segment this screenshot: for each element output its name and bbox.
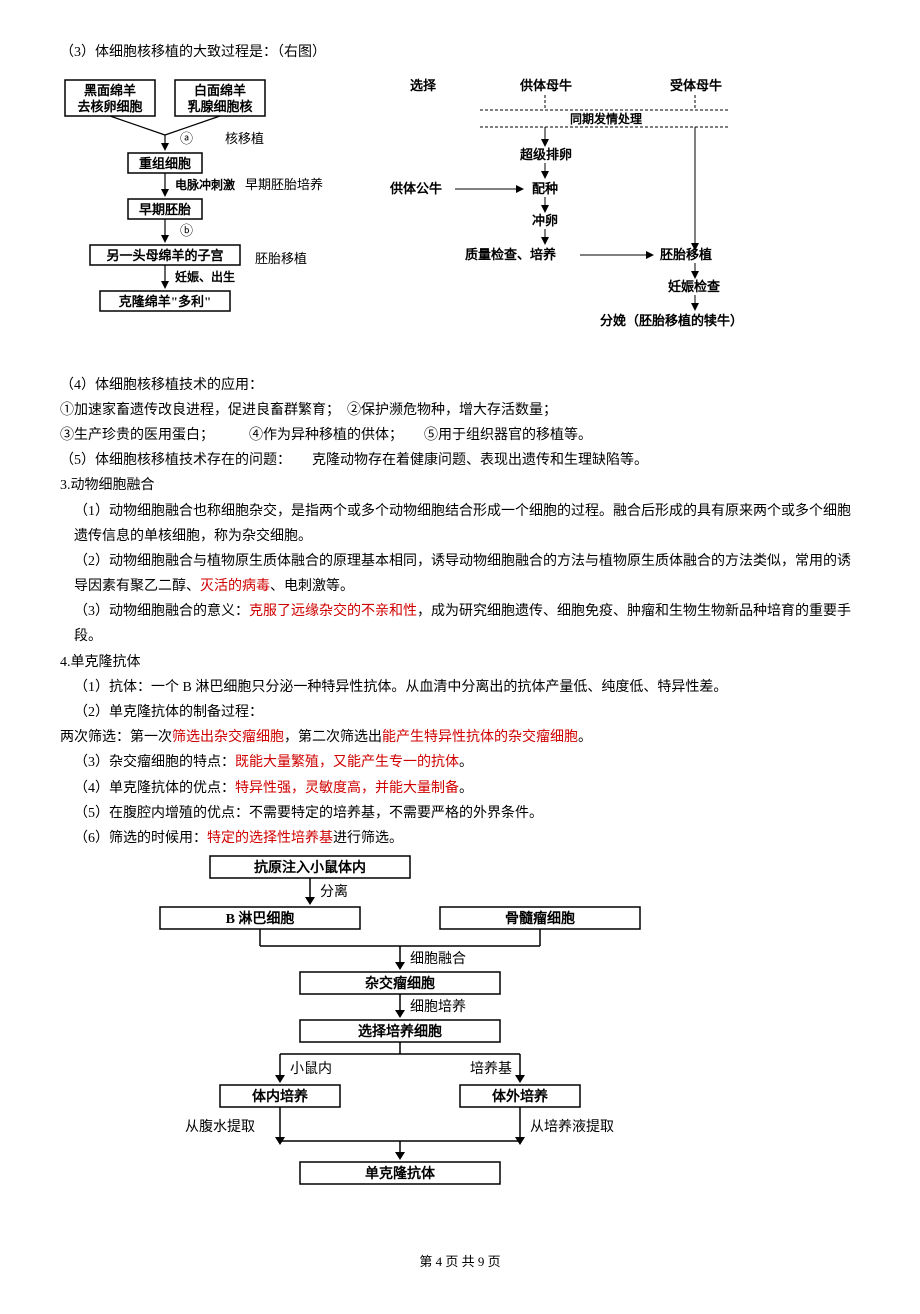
s3-3: （3）动物细胞融合的意义：克服了远缘杂交的不亲和性，成为研究细胞遗传、细胞免疫、… xyxy=(60,599,860,649)
svg-text:分离: 分离 xyxy=(320,883,348,900)
s4-2b: 两次筛选：第一次筛选出杂交瘤细胞，第二次筛选出能产生特异性抗体的杂交瘤细胞。 xyxy=(60,725,860,750)
s3-2: （2）动物细胞融合与植物原生质体融合的原理基本相同，诱导动物细胞融合的方法与植物… xyxy=(60,549,860,599)
p4-l1: ①加速家畜遗传改良进程，促进良畜群繁育； ②保护濒危物种，增大存活数量； xyxy=(60,398,860,423)
svg-text:单克隆抗体: 单克隆抗体 xyxy=(365,1165,436,1182)
svg-text:ⓐ: ⓐ xyxy=(180,131,193,146)
svg-text:另一头母绵羊的子宫: 另一头母绵羊的子宫 xyxy=(106,248,223,263)
p4-title: （4）体细胞核移植技术的应用： xyxy=(60,373,860,398)
svg-text:小鼠内: 小鼠内 xyxy=(290,1061,332,1077)
s4-6-red: 特定的选择性培养基 xyxy=(207,831,333,846)
s4-4a: （4）单克隆抗体的优点： xyxy=(74,781,235,796)
svg-text:供体公牛: 供体公牛 xyxy=(389,181,442,196)
svg-text:选择培养细胞: 选择培养细胞 xyxy=(358,1023,442,1040)
svg-text:同期发情处理: 同期发情处理 xyxy=(570,111,642,126)
diagram-row: 黑面绵羊 去核卵细胞 白面绵羊 乳腺细胞核 ⓐ 核移植 重组细胞 电脉冲刺激 早… xyxy=(60,75,860,362)
s4-6a: （6）筛选的时候用： xyxy=(74,831,207,846)
svg-text:培养基: 培养基 xyxy=(470,1060,512,1077)
left-flow-svg: 黑面绵羊 去核卵细胞 白面绵羊 乳腺细胞核 ⓐ 核移植 重组细胞 电脉冲刺激 早… xyxy=(60,75,340,355)
s4-2b-red1: 筛选出杂交瘤细胞 xyxy=(172,730,284,745)
svg-text:从腹水提取: 从腹水提取 xyxy=(185,1118,255,1135)
svg-text:杂交瘤细胞: 杂交瘤细胞 xyxy=(365,975,435,992)
svg-text:细胞融合: 细胞融合 xyxy=(410,951,466,967)
s3-3a: （3）动物细胞融合的意义： xyxy=(74,604,249,619)
svg-text:分娩（胚胎移植的犊牛）: 分娩（胚胎移植的犊牛） xyxy=(600,313,743,328)
svg-text:重组细胞: 重组细胞 xyxy=(139,156,191,171)
svg-text:配种: 配种 xyxy=(532,181,558,196)
svg-text:早期胚胎: 早期胚胎 xyxy=(139,202,191,217)
s4-6: （6）筛选的时候用：特定的选择性培养基进行筛选。 xyxy=(60,826,860,851)
bottom-diagram: 抗原注入小鼠体内 分离 B 淋巴细胞 骨髓瘤细胞 细胞融合 杂交瘤细胞 细胞培养… xyxy=(120,851,860,1220)
s3-2b: 、电刺激等。 xyxy=(270,579,354,594)
p4-l2: ③生产珍贵的医用蛋白； ④作为异种移植的供体； ⑤用于组织器官的移植等。 xyxy=(60,423,860,448)
s4-2b-b: ，第二次筛选出 xyxy=(284,730,382,745)
s4-3-red: 既能大量繁殖，又能产生专一的抗体 xyxy=(235,755,459,770)
svg-text:早期胚胎培养: 早期胚胎培养 xyxy=(245,177,323,192)
s4-4b: 。 xyxy=(459,781,473,796)
svg-text:妊娠检查: 妊娠检查 xyxy=(668,279,721,294)
svg-text:白面绵羊: 白面绵羊 xyxy=(194,83,246,98)
s4-2b-a: 两次筛选：第一次 xyxy=(60,730,172,745)
s4-title: 4.单克隆抗体 xyxy=(60,650,860,675)
s3-2a: （2）动物细胞融合与植物原生质体融合的原理基本相同，诱导动物细胞融合的方法与植物… xyxy=(74,554,851,594)
right-flow-svg: 选择 供体母牛 受体母牛 同期发情处理 超级排卵 供体公牛 配种 冲卵 质量检查 xyxy=(370,75,770,335)
s4-4: （4）单克隆抗体的优点：特异性强，灵敏度高，并能大量制备。 xyxy=(60,776,860,801)
right-diagram: 选择 供体母牛 受体母牛 同期发情处理 超级排卵 供体公牛 配种 冲卵 质量检查 xyxy=(370,75,750,342)
s4-4-red: 特异性强，灵敏度高，并能大量制备 xyxy=(235,781,459,796)
svg-text:供体母牛: 供体母牛 xyxy=(519,78,572,93)
page-footer: 第 4 页 共 9 页 xyxy=(60,1250,860,1273)
svg-text:体内培养: 体内培养 xyxy=(252,1088,309,1105)
svg-text:克隆绵羊"多利": 克隆绵羊"多利" xyxy=(119,294,211,309)
svg-text:超级排卵: 超级排卵 xyxy=(520,147,572,162)
svg-text:骨髓瘤细胞: 骨髓瘤细胞 xyxy=(505,910,575,927)
svg-text:从培养液提取: 从培养液提取 xyxy=(530,1119,614,1135)
svg-text:B 淋巴细胞: B 淋巴细胞 xyxy=(226,910,295,927)
svg-text:细胞培养: 细胞培养 xyxy=(410,999,466,1015)
s4-5: （5）在腹腔内增殖的优点：不需要特定的培养基，不需要严格的外界条件。 xyxy=(60,801,860,826)
s4-3a: （3）杂交瘤细胞的特点： xyxy=(74,755,235,770)
s3-title: 3.动物细胞融合 xyxy=(60,473,860,498)
s4-3: （3）杂交瘤细胞的特点：既能大量繁殖，又能产生专一的抗体。 xyxy=(60,750,860,775)
s3-2-red: 灭活的病毒 xyxy=(200,579,270,594)
bottom-flow-svg: 抗原注入小鼠体内 分离 B 淋巴细胞 骨髓瘤细胞 细胞融合 杂交瘤细胞 细胞培养… xyxy=(120,851,680,1211)
left-diagram: 黑面绵羊 去核卵细胞 白面绵羊 乳腺细胞核 ⓐ 核移植 重组细胞 电脉冲刺激 早… xyxy=(60,75,340,362)
svg-text:质量检查、培养: 质量检查、培养 xyxy=(465,247,557,262)
svg-text:胚胎移植: 胚胎移植 xyxy=(255,251,307,266)
svg-text:抗原注入小鼠体内: 抗原注入小鼠体内 xyxy=(254,859,366,876)
svg-text:乳腺细胞核: 乳腺细胞核 xyxy=(187,99,252,114)
s3-3-red: 克服了远缘杂交的不亲和性 xyxy=(249,604,417,619)
svg-text:ⓑ: ⓑ xyxy=(180,223,193,238)
s4-2b-c: 。 xyxy=(578,730,592,745)
svg-text:妊娠、出生: 妊娠、出生 xyxy=(175,269,235,284)
s4-2: （2）单克隆抗体的制备过程： xyxy=(60,700,860,725)
svg-text:体外培养: 体外培养 xyxy=(492,1088,549,1105)
svg-text:冲卵: 冲卵 xyxy=(532,213,558,228)
s4-6b: 进行筛选。 xyxy=(333,831,403,846)
p5: （5）体细胞核移植技术存在的问题： 克隆动物存在着健康问题、表现出遗传和生理缺陷… xyxy=(60,448,860,473)
svg-text:电脉冲刺激: 电脉冲刺激 xyxy=(175,177,235,192)
svg-text:黑面绵羊: 黑面绵羊 xyxy=(84,83,136,98)
svg-text:去核卵细胞: 去核卵细胞 xyxy=(77,99,142,114)
line-3: （3）体细胞核移植的大致过程是：（右图） xyxy=(60,40,860,65)
s4-1: （1）抗体：一个 B 淋巴细胞只分泌一种特异性抗体。从血清中分离出的抗体产量低、… xyxy=(60,675,860,700)
svg-text:受体母牛: 受体母牛 xyxy=(670,78,722,93)
s3-1: （1）动物细胞融合也称细胞杂交，是指两个或多个动物细胞结合形成一个细胞的过程。融… xyxy=(60,499,860,549)
svg-text:核移植: 核移植 xyxy=(225,131,264,146)
s4-2b-red2: 能产生特异性抗体的杂交瘤细胞 xyxy=(382,730,578,745)
svg-text:选择: 选择 xyxy=(410,78,437,93)
s4-3b: 。 xyxy=(459,755,473,770)
svg-text:胚胎移植: 胚胎移植 xyxy=(660,247,712,262)
